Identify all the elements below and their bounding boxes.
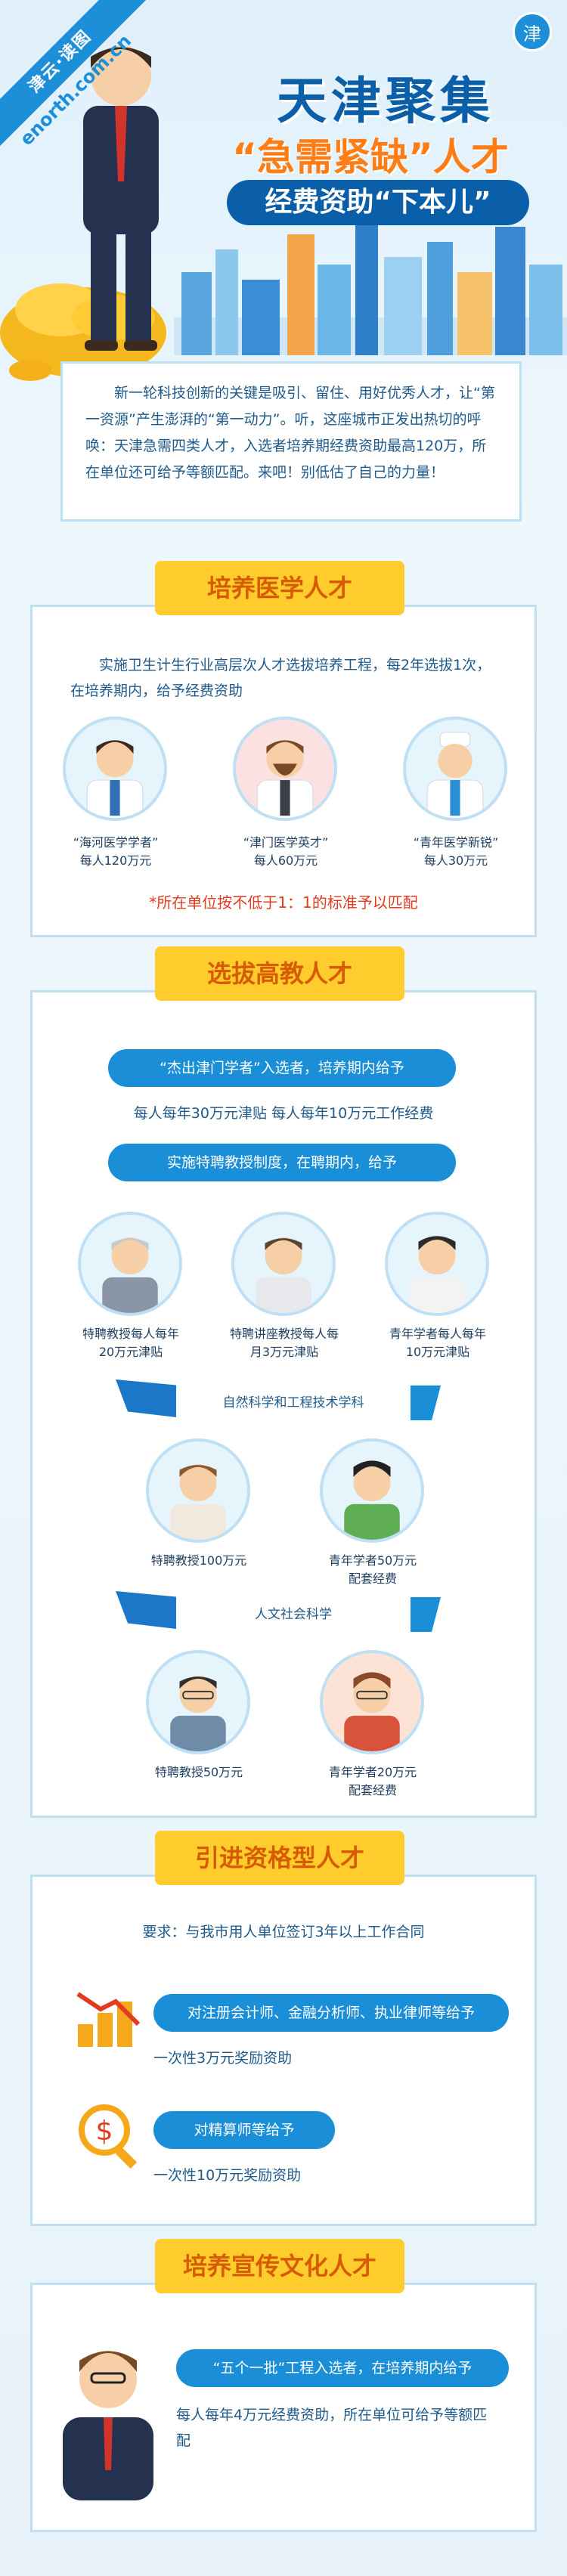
businessman-illustration <box>83 45 159 351</box>
accountant-reward: 一次性3万元奖励资助 <box>153 2050 293 2067</box>
qualified-talent-section: 要求：与我市用人单位签订3年以上工作合同 对注册会计师、金融分析师、执业律师等给… <box>30 1875 537 2226</box>
five-batch-pill: “五个一批”工程入选者，在培养期内给予 <box>176 2349 509 2387</box>
five-batch-benefits: 每人每年4万元经费资助，所在单位可给予等额匹配 <box>176 2407 488 2449</box>
main-title-line1: 天津聚集 <box>277 72 494 130</box>
hero-banner: 津云·读图 enorth.com.cn 津 天津聚集 “急需紧缺”人才 经费资助… <box>0 0 567 393</box>
professor-benefit-3-line1: 青年学者每人每年 <box>389 1327 486 1341</box>
ribbon-left-flag <box>116 1379 176 1417</box>
professor-benefit-2-line1: 特聘讲座教授每人每 <box>229 1327 339 1341</box>
svg-text:$: $ <box>96 2116 113 2147</box>
finance-chart-icon <box>76 1992 141 2047</box>
intro-paragraph: 新一轮科技创新的关键是吸引、留住、用好优秀人才，让“第一资源”产生澎湃的“第一动… <box>60 361 522 522</box>
science-ribbon-label: 自然科学和工程技术学科 <box>222 1395 364 1410</box>
medical-person-1-name: “海河医学学者” <box>73 835 159 850</box>
humanities-ribbon-label: 人文社会科学 <box>255 1607 332 1622</box>
science-ribbon: 自然科学和工程技术学科 <box>116 1379 441 1420</box>
avatar-humanities-young-scholar <box>320 1650 424 1754</box>
avatar-haihe-doctor <box>63 717 167 821</box>
medical-section-title: 培养医学人才 <box>155 561 404 615</box>
science-benefit-2-line2: 配套经费 <box>348 1571 397 1586</box>
medical-person-3: “青年医学新锐” 每人30万元 <box>380 834 531 870</box>
site-logo-icon[interactable]: 津 <box>513 12 552 51</box>
avatar-science-professor <box>146 1438 250 1543</box>
jinmen-scholar-benefits: 每人每年30万元津贴 每人每年10万元工作经费 <box>133 1105 434 1122</box>
higher-education-section-title: 选拔高教人才 <box>155 946 404 1001</box>
humanities-benefit-2: 青年学者20万元 配套经费 <box>305 1763 441 1800</box>
ribbon-left-flag <box>116 1591 176 1629</box>
avatar-young-doctor <box>403 717 507 821</box>
humanities-ribbon: 人文社会科学 <box>116 1591 441 1632</box>
ribbon-right-flag <box>411 1597 441 1632</box>
humanities-benefit-2-line2: 配套经费 <box>348 1783 397 1797</box>
culture-talent-section: “五个一批”工程入选者，在培养期内给予 每人每年4万元经费资助，所在单位可给予等… <box>30 2283 537 2532</box>
jinmen-scholar-pill: “杰出津门学者”入选者，培养期内给予 <box>108 1049 456 1087</box>
science-benefit-2: 青年学者50万元 配套经费 <box>305 1552 441 1588</box>
professor-benefit-1-line1: 特聘教授每人每年 <box>82 1327 179 1341</box>
science-benefit-2-line1: 青年学者50万元 <box>328 1553 417 1568</box>
money-magnifier-icon: $ <box>79 2104 138 2169</box>
culture-person-illustration <box>63 2351 153 2500</box>
medical-person-2-amount: 每人60万元 <box>253 853 318 868</box>
avatar-jinmen-doctor <box>233 717 337 821</box>
brand-corner-tag: 津云·读图 enorth.com.cn <box>0 0 151 151</box>
professor-benefit-3-line2: 10万元津贴 <box>405 1345 470 1359</box>
avatar-humanities-professor <box>146 1650 250 1754</box>
ribbon-right-flag <box>411 1386 441 1420</box>
professor-benefit-3: 青年学者每人每年 10万元津贴 <box>370 1325 506 1361</box>
culture-talent-section-title: 培养宣传文化人才 <box>155 2239 404 2293</box>
medical-description: 实施卫生计生行业高层次人才选拔培养工程，每2年选拔1次，在培养期内，给予经费资助 <box>70 657 491 699</box>
city-skyline-illustration <box>174 219 567 355</box>
actuary-pill: 对精算师等给予 <box>153 2111 335 2149</box>
humanities-benefit-2-line1: 青年学者20万元 <box>328 1765 417 1779</box>
professor-benefit-1: 特聘教授每人每年 20万元津贴 <box>63 1325 199 1361</box>
medical-person-2-name: “津门医学英才” <box>243 835 329 850</box>
medical-person-2: “津门医学英才” 每人60万元 <box>210 834 361 870</box>
medical-person-3-name: “青年医学新锐” <box>413 835 499 850</box>
higher-education-section: “杰出津门学者”入选者，培养期内给予 每人每年30万元津贴 每人每年10万元工作… <box>30 990 537 1818</box>
professor-benefit-2-line2: 月3万元津贴 <box>249 1345 319 1359</box>
professor-benefit-1-line2: 20万元津贴 <box>98 1345 163 1359</box>
science-benefit-1: 特聘教授100万元 <box>131 1552 267 1570</box>
humanities-benefit-1: 特聘教授50万元 <box>131 1763 267 1782</box>
medical-matching-note: *所在单位按不低于1：1的标准予以匹配 <box>149 893 418 912</box>
medical-person-1: “海河医学学者” 每人120万元 <box>40 834 191 870</box>
main-title-line3: 经费资助“下本儿” <box>227 180 529 225</box>
humanities-benefit-1-line1: 特聘教授50万元 <box>154 1765 243 1779</box>
avatar-young-scholar <box>385 1212 489 1316</box>
medical-section: 实施卫生计生行业高层次人才选拔培养工程，每2年选拔1次，在培养期内，给予经费资助… <box>30 605 537 937</box>
main-title-line2: “急需紧缺”人才 <box>232 135 509 179</box>
professor-system-pill: 实施特聘教授制度，在聘期内，给予 <box>108 1144 456 1181</box>
medical-person-1-amount: 每人120万元 <box>79 853 152 868</box>
qualified-requirement: 要求：与我市用人单位签订3年以上工作合同 <box>142 1924 425 1940</box>
avatar-chair-professor <box>231 1212 336 1316</box>
avatar-science-young-scholar <box>320 1438 424 1543</box>
science-benefit-1-line1: 特聘教授100万元 <box>150 1553 247 1568</box>
avatar-distinguished-professor <box>78 1212 182 1316</box>
accountant-pill: 对注册会计师、金融分析师、执业律师等给予 <box>153 1994 509 2032</box>
professor-benefit-2: 特聘讲座教授每人每 月3万元津贴 <box>216 1325 352 1361</box>
qualified-talent-section-title: 引进资格型人才 <box>155 1831 404 1885</box>
actuary-reward: 一次性10万元奖励资助 <box>153 2167 302 2184</box>
medical-person-3-amount: 每人30万元 <box>423 853 488 868</box>
